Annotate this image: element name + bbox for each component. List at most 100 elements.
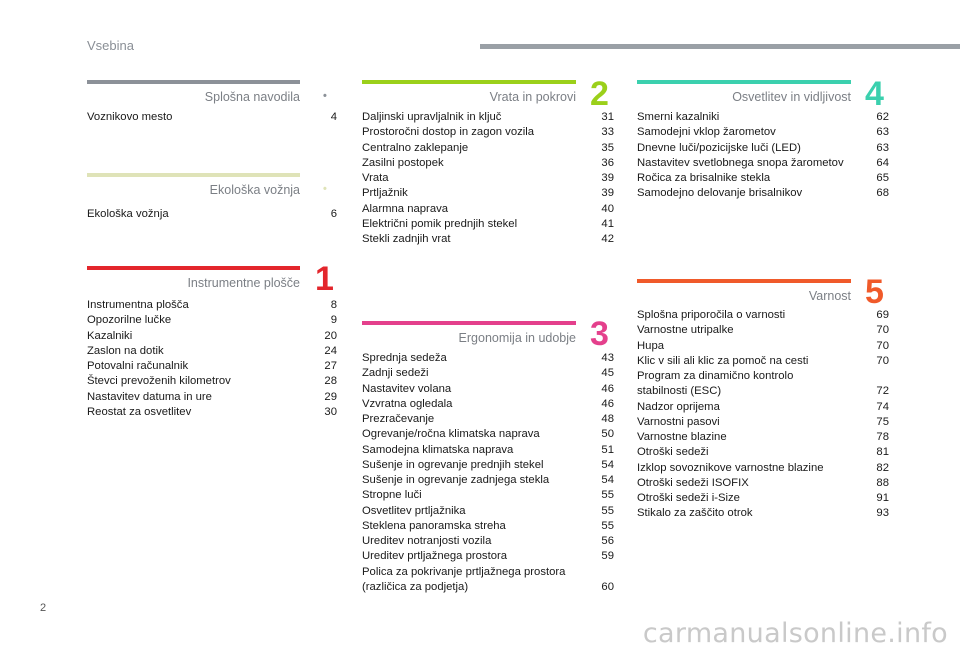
- toc-entry-label: Steklena panoramska streha: [362, 519, 506, 532]
- toc-entry[interactable]: Varnostne utripalke 70: [637, 323, 889, 338]
- section-bar: [362, 80, 576, 84]
- toc-entry[interactable]: Stropne luči 55: [362, 488, 614, 503]
- toc-entry-page: 60: [601, 580, 614, 593]
- toc-entry[interactable]: Nastavitev volana 46: [362, 382, 614, 397]
- toc-entry-page: 91: [876, 492, 889, 504]
- toc-entry[interactable]: Prostoročni dostop in zagon vozila 33: [362, 125, 614, 140]
- section-number: 3: [590, 315, 609, 353]
- toc-entry[interactable]: Prtljažnik 39: [362, 186, 614, 201]
- toc-entry-page: 20: [324, 329, 337, 342]
- toc-entry[interactable]: Otroški sedeži i-Size 91: [637, 491, 889, 506]
- toc-entry-label: Instrumentna plošča: [87, 299, 189, 311]
- toc-entry[interactable]: Zasilni postopek 36: [362, 156, 614, 171]
- toc-entry-label: Smerni kazalniki: [637, 111, 720, 123]
- toc-entry[interactable]: Reostat za osvetlitev 30: [87, 405, 337, 420]
- toc-entry-label: Stekli zadnjih vrat: [362, 233, 451, 245]
- toc-entry-page: 54: [601, 458, 614, 471]
- toc-entry[interactable]: Voznikovo mesto 4: [87, 110, 337, 125]
- toc-entry-page: 70: [876, 339, 889, 352]
- toc-entry[interactable]: Vrata 39: [362, 171, 614, 186]
- toc-entry[interactable]: Samodejno delovanje brisalnikov 68: [637, 186, 889, 201]
- toc-entry[interactable]: Kazalniki 20: [87, 329, 337, 344]
- toc-entry[interactable]: Steklena panoramska streha 55: [362, 519, 614, 534]
- toc-entry[interactable]: Hupa 70: [637, 339, 889, 354]
- toc-entry-page: 36: [601, 156, 614, 169]
- toc-entry[interactable]: Nastavitev datuma in ure 29: [87, 390, 337, 405]
- toc-entry-page: 28: [324, 375, 337, 388]
- toc-entry-page: 43: [601, 352, 614, 364]
- toc-entry-label: Varnostni pasovi: [637, 415, 720, 428]
- toc-entry[interactable]: Dnevne luči/pozicijske luči (LED) 63: [637, 141, 889, 156]
- toc-entry[interactable]: Samodejni vklop žarometov 63: [637, 125, 889, 140]
- toc-entry[interactable]: Vzvratna ogledala 46: [362, 397, 614, 412]
- section-marker: •: [323, 90, 327, 102]
- toc-entry-page: 81: [876, 446, 889, 459]
- toc-entry-label: Nastavitev volana: [362, 382, 452, 395]
- toc-entry[interactable]: Samodejna klimatska naprava 51: [362, 443, 614, 458]
- toc-entry[interactable]: Stekli zadnjih vrat 42: [362, 232, 614, 247]
- toc-entry[interactable]: Program za dinamično kontrolo stabilnost…: [637, 369, 889, 400]
- toc-entry-label: Opozorilne lučke: [87, 314, 172, 327]
- toc-entry[interactable]: Števci prevoženih kilometrov 28: [87, 374, 337, 389]
- toc-entry[interactable]: Varnostne blazine 78: [637, 430, 889, 445]
- toc-entry-page: 55: [601, 504, 614, 517]
- toc-entry-page: 93: [876, 507, 889, 520]
- toc-list: Smerni kazalniki 62 Samodejni vklop žarome…: [637, 110, 889, 202]
- toc-entry[interactable]: Prezračevanje 48: [362, 412, 614, 427]
- toc-entry-label: Števci prevoženih kilometrov: [87, 375, 231, 388]
- section-bar: [87, 266, 300, 270]
- toc-entry[interactable]: Sušenje in ogrevanje prednjih stekel 54: [362, 458, 614, 473]
- toc-entry[interactable]: Zadnji sedeži 45: [362, 366, 614, 381]
- toc-entry[interactable]: Ureditev notranjosti vozila 56: [362, 534, 614, 549]
- toc-entry-label: Ureditev prtljažnega prostora: [362, 550, 508, 563]
- toc-entry[interactable]: Zaslon na dotik 24: [87, 344, 337, 359]
- toc-entry[interactable]: Alarmna naprava 40: [362, 202, 614, 217]
- toc-entry[interactable]: Opozorilne lučke 9: [87, 313, 337, 328]
- toc-entry[interactable]: Klic v sili ali klic za pomoč na cesti 70: [637, 354, 889, 369]
- toc-entry[interactable]: Potovalni računalnik 27: [87, 359, 337, 374]
- toc-entry[interactable]: Električni pomik prednjih stekel 41: [362, 217, 614, 232]
- toc-entry[interactable]: Centralno zaklepanje 35: [362, 141, 614, 156]
- toc-entry[interactable]: Instrumentna plošča 8: [87, 298, 337, 313]
- toc-entry[interactable]: Osvetlitev prtljažnika 55: [362, 504, 614, 519]
- toc-entry[interactable]: Daljinski upravljalnik in ključ 31: [362, 110, 614, 125]
- toc-entry[interactable]: Polica za pokrivanje prtljažnega prostor…: [362, 565, 614, 596]
- section-title: Vrata in pokrovi: [489, 90, 576, 104]
- toc-entry[interactable]: Varnostni pasovi 75: [637, 415, 889, 430]
- toc-entry[interactable]: Nadzor oprijema 74: [637, 400, 889, 415]
- toc-entry-page: 50: [601, 428, 614, 441]
- toc-entry[interactable]: Otroški sedeži 81: [637, 445, 889, 460]
- toc-entry[interactable]: Izklop sovoznikove varnostne blazine 82: [637, 461, 889, 476]
- toc-entry[interactable]: Ogrevanje/ročna klimatska naprava 50: [362, 427, 614, 442]
- toc-entry[interactable]: Nastavitev svetlobnega snopa žarometov 64: [637, 156, 889, 171]
- toc-list: Sprednja sedeža 43 Zadnji sedeži 45 Nastavit…: [362, 351, 614, 595]
- toc-entry-label: Nastavitev svetlobnega snopa žarometov: [637, 156, 844, 169]
- toc-entry-page: 78: [876, 431, 889, 443]
- toc-entry-page: 65: [876, 172, 889, 184]
- toc-entry[interactable]: Sušenje in ogrevanje zadnjega stekla 54: [362, 473, 614, 488]
- toc-entry[interactable]: Ročica za brisalnike stekla 65: [637, 171, 889, 186]
- section-title: Osvetlitev in vidljivost: [732, 90, 851, 104]
- toc-entry-label: Prostoročni dostop in zagon vozila: [362, 126, 535, 139]
- toc-entry[interactable]: Smerni kazalniki 62: [637, 110, 889, 125]
- toc-entry[interactable]: Splošna priporočila o varnosti 69: [637, 308, 889, 323]
- toc-entry-label: Voznikovo mesto: [87, 111, 173, 123]
- toc-entry[interactable]: Otroški sedeži ISOFIX 88: [637, 476, 889, 491]
- toc-entry-page: 30: [324, 405, 337, 418]
- toc-entry-page: 74: [876, 400, 889, 413]
- toc-entry-page: 54: [601, 474, 614, 486]
- toc-entry-page: 40: [601, 202, 614, 215]
- toc-entry-label: Zadnji sedeži: [362, 367, 429, 380]
- watermark: carmanualsonline.info: [642, 618, 948, 649]
- toc-entry-label: Splošna priporočila o varnosti: [637, 309, 786, 321]
- section-number: 4: [865, 75, 884, 113]
- toc-entry[interactable]: Sprednja sedeža 43: [362, 351, 614, 366]
- toc-entry-label: Ekološka vožnja: [87, 208, 169, 220]
- toc-entry-label: Prtljažnik: [362, 187, 408, 200]
- toc-entry-page: 27: [324, 360, 337, 372]
- toc-entry[interactable]: Stikalo za zaščito otrok 93: [637, 506, 889, 521]
- toc-entry[interactable]: Ureditev prtljažnega prostora 59: [362, 549, 614, 564]
- toc-entry[interactable]: Ekološka vožnja 6: [87, 207, 337, 222]
- toc-entry-page: 68: [876, 187, 889, 200]
- section-title: Instrumentne plošče: [187, 276, 300, 290]
